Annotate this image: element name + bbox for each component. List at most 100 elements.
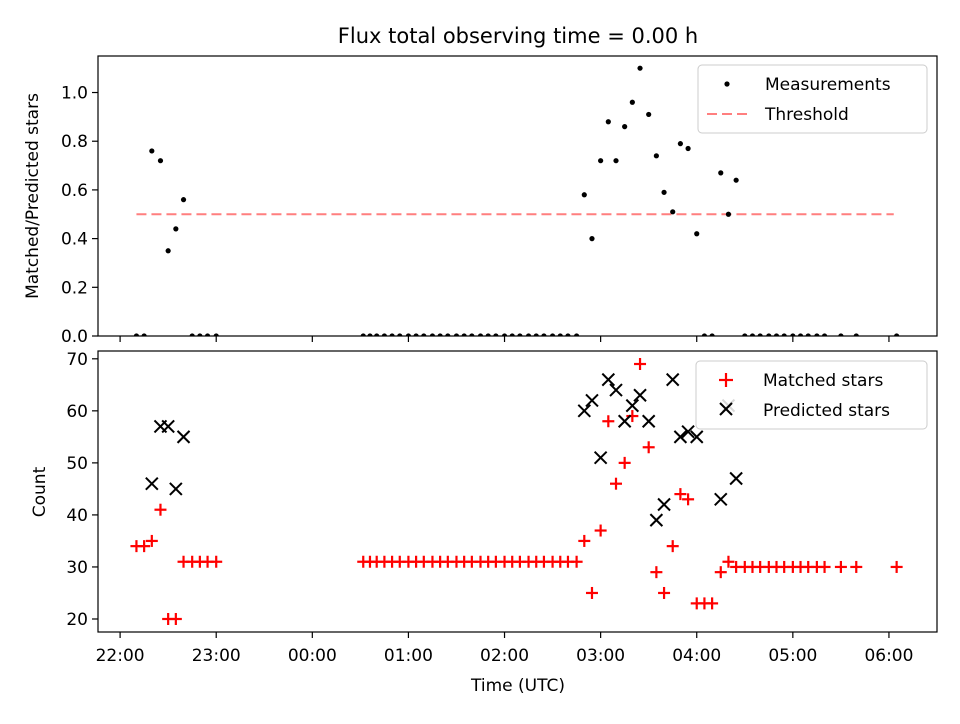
- measurement-point: [165, 248, 171, 254]
- top-legend-box: [697, 64, 928, 134]
- measurement-point: [157, 158, 164, 164]
- predicted-stars-point: [585, 393, 599, 408]
- measurement-point: [821, 333, 828, 336]
- matched-stars-point: [145, 534, 158, 547]
- matched-stars-point: [682, 493, 695, 506]
- legend-measurements-marker: [724, 81, 730, 87]
- measurement-point: [485, 333, 491, 336]
- top-y-tick-label: 0.6: [61, 181, 88, 201]
- legend-measurements-label: Measurements: [765, 75, 891, 95]
- matched-stars-point: [578, 534, 591, 547]
- measurement-point: [549, 333, 556, 336]
- measurement-point: [742, 333, 748, 336]
- measurement-point: [197, 333, 203, 336]
- bottom-plot-marks: 20 30 40 50 60 70 22:00 23:00 00:00 01:00 02:00 03:…: [66, 350, 913, 666]
- matched-stars-point: [642, 441, 655, 454]
- bottom-y-tick-label: 30: [66, 558, 88, 578]
- predicted-stars-point: [161, 419, 175, 434]
- predicted-stars-point-b: [714, 492, 728, 507]
- measurement-point: [541, 333, 547, 336]
- measurement-point: [709, 333, 715, 336]
- measurement-point: [437, 333, 443, 336]
- measurement-point: [677, 141, 683, 147]
- legend-matched-marker: [719, 373, 733, 387]
- matched-stars-point: [658, 586, 671, 599]
- measurement-point: [149, 148, 155, 154]
- measurement-point: [646, 111, 652, 118]
- predicted-stars-point-b: [593, 450, 608, 465]
- matched-stars-point: [890, 560, 903, 573]
- predicted-stars-point: [633, 388, 647, 402]
- bottom-axes-frame: [97, 350, 938, 633]
- bottom-legend-box: [695, 360, 928, 430]
- predicted-stars-point-b: [169, 482, 183, 496]
- measurement-point: [629, 99, 635, 105]
- measurement-point: [405, 333, 412, 336]
- measurement-point: [173, 226, 179, 232]
- measurement-point: [805, 333, 811, 336]
- predicted-stars-point: [176, 430, 191, 444]
- predicted-stars-point-b: [585, 393, 599, 408]
- matched-stars-point: [169, 612, 182, 625]
- bottom-y-axis-label: Count: [30, 466, 50, 517]
- matched-stars-point: [618, 456, 631, 469]
- top-y-axis-label: Matched/Predicted stars: [23, 93, 43, 299]
- measurement-point: [725, 211, 732, 217]
- bottom-y-tick-label: 70: [66, 350, 88, 370]
- predicted-stars-point-b: [681, 424, 695, 439]
- bottom-y-tick-label: 40: [66, 506, 88, 526]
- predicted-stars-point-b: [641, 414, 656, 428]
- measurement-point: [533, 333, 539, 336]
- matched-stars-point: [818, 560, 831, 573]
- measurement-point: [381, 333, 387, 336]
- predicted-stars-point-b: [673, 430, 688, 444]
- top-y-tick-label: 1.0: [61, 84, 88, 104]
- measurement-point: [445, 333, 451, 336]
- x-tick-label: 06:00: [864, 646, 913, 666]
- predicted-stars-point: [577, 404, 592, 418]
- matched-stars-point: [650, 566, 663, 579]
- measurement-point: [397, 333, 403, 336]
- predicted-stars-point: [145, 476, 159, 491]
- predicted-stars-point: [666, 372, 680, 387]
- matched-stars-point: [610, 477, 623, 490]
- measurement-point: [814, 333, 820, 336]
- x-tick-label: 02:00: [480, 646, 529, 666]
- measurement-point: [598, 158, 604, 164]
- measurement-point: [360, 333, 366, 336]
- top-y-tick-label: 0.4: [61, 230, 88, 250]
- measurement-point: [189, 333, 195, 336]
- predicted-stars-point-b: [649, 513, 664, 527]
- predicted-stars-point-b: [161, 419, 175, 434]
- measurement-point: [213, 333, 219, 336]
- legend-predicted-label: Predicted stars: [763, 401, 890, 421]
- predicted-stars-point-b: [176, 430, 191, 444]
- predicted-stars-point: [169, 482, 183, 496]
- predicted-stars-point: [681, 424, 695, 439]
- measurement-point: [429, 333, 436, 336]
- matched-stars-point: [210, 555, 223, 568]
- top-y-tick-label: 0.2: [61, 278, 88, 298]
- measurement-point: [701, 333, 708, 336]
- x-tick-label: 04:00: [672, 646, 721, 666]
- bottom-legend: Matched stars Predicted stars: [695, 360, 928, 430]
- predicted-stars-point-b: [729, 471, 743, 486]
- measurement-point: [773, 333, 780, 336]
- predicted-stars-point-b: [690, 430, 704, 444]
- measurement-point: [670, 209, 676, 215]
- measurement-point: [613, 158, 619, 164]
- matched-stars-point: [594, 524, 607, 537]
- measurement-point: [733, 177, 739, 183]
- x-tick-label: 03:00: [576, 646, 625, 666]
- predicted-stars-point: [657, 497, 671, 512]
- predicted-stars-point-b: [633, 388, 647, 402]
- matched-stars-point: [666, 540, 679, 553]
- measurement-point: [749, 333, 756, 336]
- matched-stars-point: [834, 560, 847, 573]
- measurement-point: [694, 231, 700, 237]
- measurement-point: [141, 333, 147, 336]
- x-tick-label: 22:00: [96, 646, 145, 666]
- chart-title: Flux total observing time = 0.00 h: [338, 24, 698, 48]
